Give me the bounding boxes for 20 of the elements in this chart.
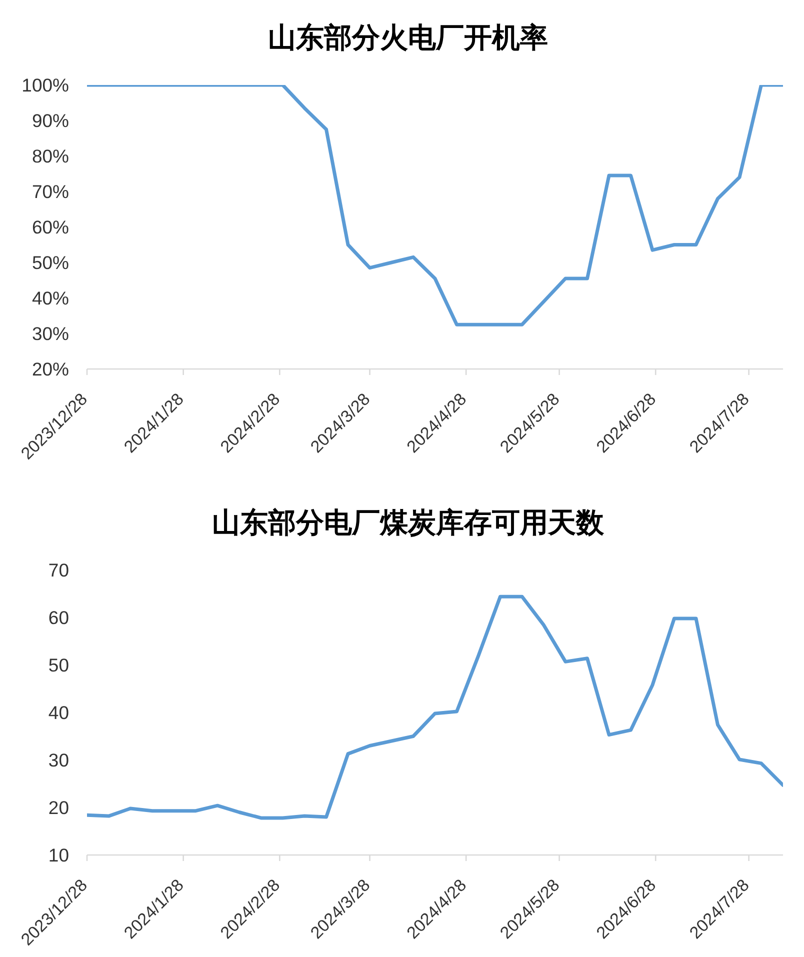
y-tick-label: 50 (48, 654, 69, 676)
y-tick-label: 20% (32, 358, 69, 380)
y-tick-label: 50% (32, 252, 69, 273)
y-tick-label: 30 (48, 749, 69, 770)
y-tick-label: 30% (32, 322, 69, 344)
y-tick-label: 70 (48, 559, 69, 580)
line-series (87, 85, 783, 326)
y-tick-label: 20 (48, 796, 69, 818)
y-tick-label: 60% (32, 216, 69, 238)
chart-title: 山东部分火电厂开机率 (267, 21, 549, 55)
y-tick-label: 90% (32, 110, 69, 131)
y-tick-label: 40% (32, 287, 69, 308)
y-tick-label: 100% (22, 74, 69, 96)
y-tick-label: 10 (48, 844, 69, 866)
line-series (87, 594, 783, 820)
y-tick-label: 60 (48, 606, 69, 628)
y-tick-label: 80% (32, 145, 69, 166)
y-tick-label: 40 (48, 702, 69, 723)
chart-title: 山东部分电厂煤炭库存可用天数 (211, 506, 605, 540)
y-tick-label: 70% (32, 180, 69, 202)
